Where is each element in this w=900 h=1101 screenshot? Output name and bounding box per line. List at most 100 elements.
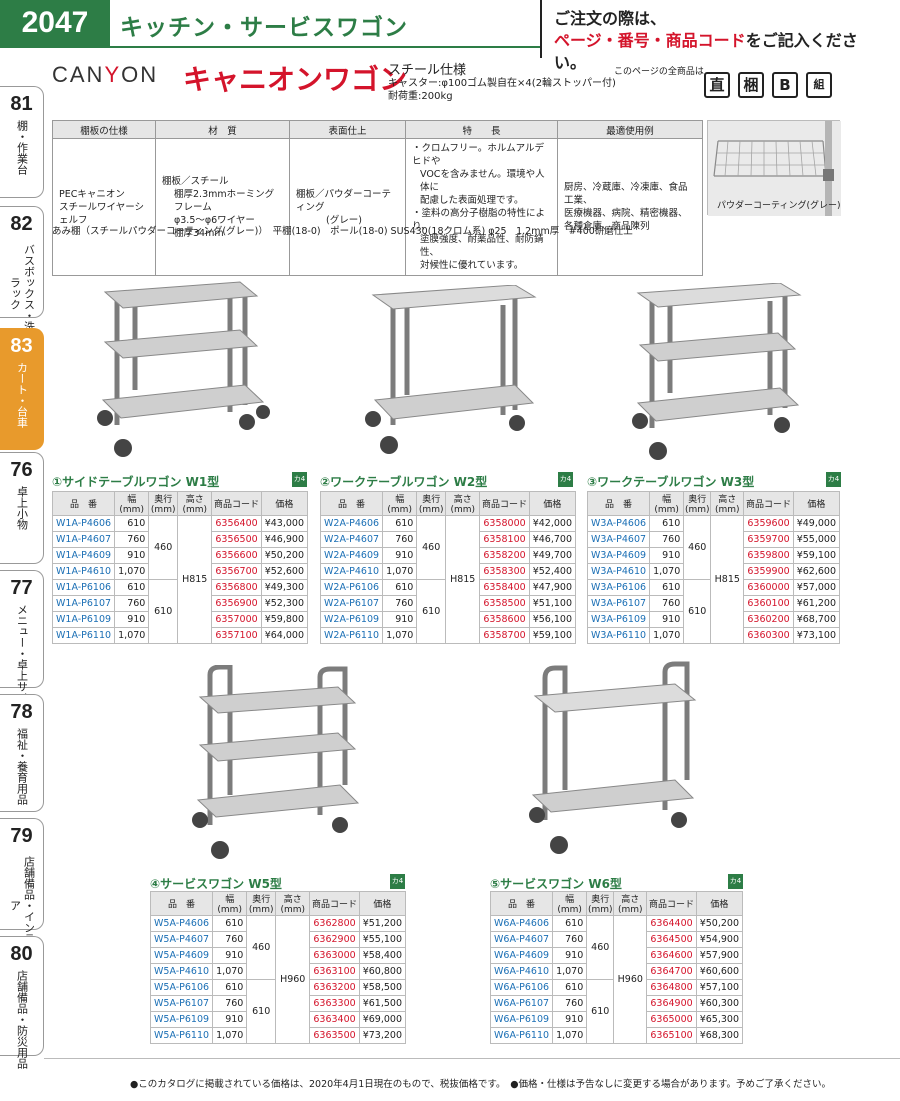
spec-text: 棚厚2.3mmホーミングフレーム: [174, 188, 275, 213]
item-number: W2A-P6110: [319, 627, 384, 644]
price-cell: ¥61,500: [358, 995, 407, 1012]
width-cell: 910: [212, 947, 248, 964]
price-cell: ¥59,100: [792, 547, 841, 564]
w6-wagon-image: [529, 661, 697, 854]
product-code: 6364700: [646, 963, 697, 980]
item-number: W5A-P6110: [149, 1027, 214, 1044]
col-header: 品 番: [489, 891, 554, 916]
width-cell: 760: [114, 531, 150, 548]
width-cell: 910: [114, 547, 150, 564]
spec-text: 配慮した表面処理です。: [420, 195, 524, 206]
width-cell: 1,070: [382, 627, 418, 644]
w2-title: ②ワークテーブルワゴン W2型: [320, 475, 488, 489]
price-cell: ¥52,400: [528, 563, 577, 580]
side-tab-80[interactable]: 80 店舗備品・防災用品: [0, 936, 44, 1069]
table-row: W6A-P4610 1,070 6364700 ¥60,600: [489, 963, 744, 980]
width-cell: 760: [114, 595, 150, 612]
product-code: 6363200: [309, 979, 360, 996]
col-header: 高さ(mm): [710, 491, 745, 516]
item-number: W3A-P4609: [586, 547, 651, 564]
item-number: W6A-P6110: [489, 1027, 554, 1044]
price-cell: ¥57,000: [792, 579, 841, 596]
kaku-badge: カ4: [728, 874, 743, 889]
width-cell: 760: [649, 531, 685, 548]
spec-text: 棚板／スチール: [162, 175, 229, 187]
product-code: 6358200: [479, 547, 530, 564]
width-cell: 910: [649, 547, 685, 564]
product-code: 6365100: [646, 1027, 697, 1044]
footer-rule: [44, 1058, 900, 1059]
side-tab-76[interactable]: 76 卓上小物: [0, 452, 44, 564]
spec-load: 耐荷重:200kg: [388, 91, 453, 102]
col-header: 商品コード: [309, 891, 360, 916]
depth-cell: 460: [148, 515, 179, 580]
table-row: W3A-P6109 910 6360200 ¥68,700: [586, 611, 841, 628]
width-cell: 910: [649, 611, 685, 628]
side-tab-78[interactable]: 78 福祉・養育用品: [0, 694, 44, 812]
price-cell: ¥59,800: [260, 611, 309, 628]
w5-title: ④サービスワゴン W5型: [150, 877, 282, 891]
side-tab-81[interactable]: 81 棚・作業台: [0, 86, 44, 198]
rows: W2A-P4606 610 460 H815 6358000 ¥42,000 W2A-P46…: [319, 515, 577, 644]
w6-price-table: 品 番幅(mm) 奥行(mm) 高さ(mm) 商品コード 価格 W6A-P4606 610…: [489, 891, 744, 1044]
price-cell: ¥51,200: [358, 915, 407, 932]
width-cell: 760: [552, 931, 588, 948]
col-header: 価格: [528, 491, 577, 516]
product-code: 6357100: [211, 627, 262, 644]
table-row: W3A-P4606 610 460 H815 6359600 ¥49,000: [586, 515, 841, 644]
item-number: W6A-P4606: [489, 915, 554, 932]
width-cell: 760: [552, 995, 588, 1012]
price-cell: ¥54,900: [695, 931, 744, 948]
spec-cell-features: ・クロムフリー。ホルムアルデヒドや VOCを含みません。環境や人体に 配慮した表面処…: [405, 138, 558, 276]
col-header: 商品コード: [646, 891, 697, 916]
col-header: 幅(mm): [114, 491, 150, 516]
spec-cell-finish: 棚板／パウダーコーティング (グレー): [289, 138, 406, 276]
tab-number: 82: [10, 213, 33, 235]
product-code: 6365000: [646, 1011, 697, 1028]
product-code: 6358100: [479, 531, 530, 548]
width-cell: 1,070: [114, 627, 150, 644]
item-number: W2A-P4609: [319, 547, 384, 564]
w3-title: ③ワークテーブルワゴン W3型: [587, 475, 755, 489]
item-number: W1A-P4607: [51, 531, 116, 548]
price-cell: ¥65,300: [695, 1011, 744, 1028]
spec-text: 各種倉庫、商品陳列: [564, 221, 650, 232]
notice-line-1: ご注文の際は、: [554, 9, 667, 28]
kaku-badge: カ4: [826, 472, 841, 487]
side-tab-82[interactable]: 82 バスボックス・洗浄ラック: [0, 206, 44, 343]
product-code: 6360200: [743, 611, 794, 628]
materials-line: あみ棚（スチールパウダーコーティング(グレー)） 平棚(18-0) ポール(18…: [52, 226, 633, 237]
product-code: 6358600: [479, 611, 530, 628]
price-cell: ¥62,600: [792, 563, 841, 580]
spec-header: 棚板の仕様: [52, 120, 156, 139]
spec-header: 表面仕上: [289, 120, 406, 139]
depth-cell: 610: [416, 579, 447, 644]
product-code: 6363000: [309, 947, 360, 964]
table-row: W2A-P6106 610 610 6358400 ¥47,900: [319, 579, 577, 644]
spec-title: スチール仕様: [388, 63, 467, 78]
table-row: W5A-P4607 760 6362900 ¥55,100: [149, 931, 407, 948]
product-code: 6364900: [646, 995, 697, 1012]
product-code: 6364600: [646, 947, 697, 964]
col-header: 幅(mm): [649, 491, 685, 516]
product-code: 6363300: [309, 995, 360, 1012]
assembly-icon: 組: [806, 72, 832, 98]
side-tab-77[interactable]: 77 メニュー・卓上サイン: [0, 570, 44, 714]
spec-text: 棚厚34mm: [174, 227, 224, 239]
table-row: W2A-P4610 1,070 6358300 ¥52,400: [319, 563, 577, 580]
width-cell: 910: [114, 611, 150, 628]
width-cell: 1,070: [552, 963, 588, 980]
col-header: 商品コード: [743, 491, 794, 516]
depth-cell: 610: [586, 979, 615, 1044]
side-tab-79[interactable]: 79 店舗備品・インテリア: [0, 818, 44, 955]
product-code: 6356700: [211, 563, 262, 580]
product-code: 6364800: [646, 979, 697, 996]
width-cell: 910: [382, 547, 418, 564]
w2-price-table: 品 番幅(mm) 奥行(mm) 高さ(mm) 商品コード 価格 W2A-P4606 610…: [319, 491, 577, 644]
kaku-badge: カ4: [390, 874, 405, 889]
photo-caption: パウダーコーティング(グレー): [717, 201, 841, 211]
width-cell: 760: [212, 995, 248, 1012]
width-cell: 910: [382, 611, 418, 628]
side-tab-83[interactable]: 83 カート・台車: [0, 328, 44, 450]
height-cell: H960: [613, 915, 648, 1044]
